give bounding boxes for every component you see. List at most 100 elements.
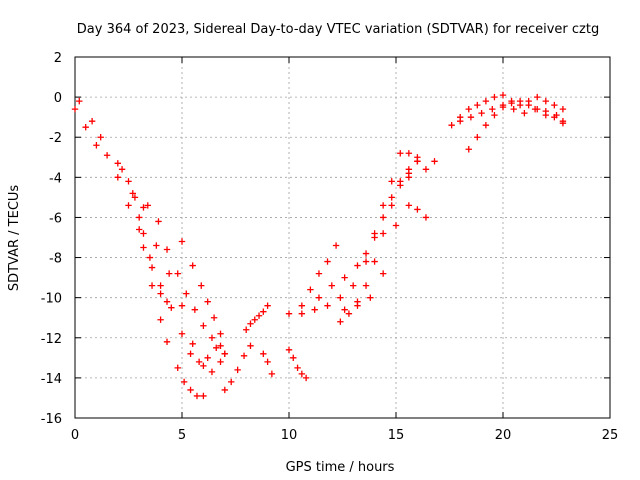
data-point [294, 364, 301, 372]
data-point [332, 242, 340, 249]
data-point [542, 97, 549, 105]
data-point [234, 366, 241, 374]
series-track-6 [178, 238, 224, 337]
data-point [180, 378, 188, 386]
data-point [324, 302, 331, 309]
series-track-3 [118, 166, 220, 366]
data-point [448, 121, 455, 129]
data-point [200, 392, 207, 400]
data-point [243, 326, 250, 333]
data-point [125, 178, 132, 185]
data-point [157, 282, 164, 289]
data-point [189, 262, 196, 269]
data-point [71, 105, 79, 113]
data-point [198, 282, 205, 289]
data-point [457, 117, 464, 125]
data-point [88, 117, 96, 125]
data-point [93, 142, 100, 149]
data-point [210, 314, 218, 321]
data-point [217, 342, 224, 349]
data-point [155, 218, 162, 225]
data-point [405, 202, 413, 209]
data-marks [71, 91, 567, 400]
data-point [521, 109, 528, 117]
data-point [168, 304, 175, 311]
data-point [136, 226, 143, 233]
x-tick-label: 5 [178, 428, 186, 443]
data-point [379, 202, 387, 209]
data-point [315, 270, 323, 277]
y-tick-label: -12 [41, 332, 62, 347]
data-point [208, 368, 216, 376]
data-point [315, 294, 323, 301]
data-point [298, 370, 306, 378]
data-point [247, 342, 254, 349]
data-point [187, 386, 194, 394]
data-point [247, 320, 254, 327]
series-track-12 [285, 242, 340, 317]
data-point [298, 310, 306, 317]
series-track-8 [221, 342, 254, 394]
y-tick-label: -6 [49, 211, 62, 226]
data-point [337, 318, 344, 325]
data-point [354, 302, 361, 309]
data-point [337, 294, 344, 301]
series-track-5 [144, 202, 228, 358]
data-point [465, 146, 472, 153]
data-point [221, 386, 228, 394]
data-point [268, 370, 276, 378]
data-point [499, 91, 507, 99]
data-point [414, 206, 421, 213]
data-point [307, 286, 314, 293]
x-tick-label: 10 [281, 428, 298, 443]
series-track-21 [465, 97, 567, 153]
y-tick-label: -16 [41, 412, 62, 427]
data-point [379, 270, 387, 277]
data-point [200, 362, 207, 370]
data-point [362, 282, 370, 289]
y-tick-label: -8 [49, 252, 62, 267]
x-axis-label: GPS time / hours [286, 460, 395, 475]
data-point [221, 350, 228, 358]
data-point [189, 340, 196, 347]
y-axis-label: SDTVAR / TECUs [7, 185, 22, 292]
data-point [97, 134, 104, 141]
data-point [482, 97, 490, 105]
data-point [195, 358, 203, 366]
data-point [508, 99, 515, 107]
series-track-1 [71, 105, 171, 305]
data-point [217, 358, 224, 366]
y-tick-label: -2 [49, 131, 62, 146]
data-point [285, 346, 293, 354]
data-point [255, 312, 263, 319]
data-point [298, 302, 306, 309]
data-point [240, 352, 248, 360]
data-point [499, 103, 507, 111]
data-point [144, 202, 151, 209]
series-track-14 [315, 166, 413, 301]
data-point [187, 350, 194, 358]
data-point [183, 290, 190, 297]
data-point [260, 308, 267, 315]
data-point [414, 154, 421, 161]
series-track-15 [337, 158, 421, 325]
x-tick-label: 25 [602, 428, 619, 443]
plot-frame [74, 56, 611, 419]
data-point [350, 282, 357, 289]
series-track-11 [285, 346, 310, 382]
data-point [328, 282, 335, 289]
data-point [174, 270, 181, 277]
data-point [163, 338, 171, 345]
data-point [251, 316, 258, 323]
data-point [178, 330, 186, 337]
data-point [388, 202, 395, 209]
series-track-16 [341, 158, 421, 313]
data-point [362, 250, 370, 257]
data-point [422, 214, 430, 221]
tick-layer: 0 5 10 15 20 25 -16 -14 -12 -10 -8 -6 -4 -2 0 2 [41, 51, 619, 443]
data-point [163, 298, 171, 305]
data-point [140, 244, 147, 251]
data-point [311, 306, 318, 313]
data-point [146, 254, 154, 261]
